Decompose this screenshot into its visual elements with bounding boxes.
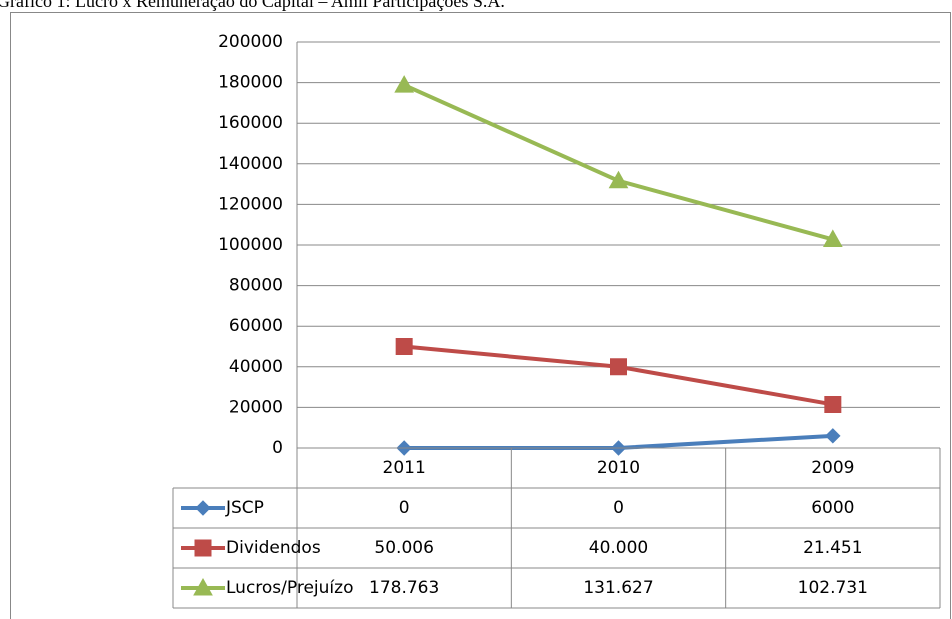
y-tick-label: 140000 (218, 154, 283, 174)
data-point (610, 358, 627, 376)
legend-label: Lucros/Prejuízo (226, 578, 353, 598)
table-cell: 6000 (811, 498, 854, 518)
x-tick-label: 2010 (597, 458, 640, 478)
chart-title: Gráfico 1: Lucro x Remuneração do Capita… (0, 0, 505, 11)
table-cell: 40.000 (589, 538, 648, 558)
data-point (824, 395, 842, 413)
table-cell: 21.451 (803, 538, 862, 558)
x-tick-label: 2009 (811, 458, 854, 478)
data-point (608, 170, 629, 189)
table-cell: 178.763 (369, 578, 439, 598)
y-tick-label: 0 (272, 438, 283, 458)
y-tick-label: 20000 (229, 397, 283, 417)
legend-marker (195, 500, 211, 516)
data-point (822, 229, 843, 247)
table-cell: 131.627 (583, 578, 653, 598)
table-cell: 0 (613, 498, 624, 518)
y-tick-label: 200000 (218, 32, 283, 52)
y-tick-label: 60000 (229, 316, 283, 336)
y-tick-label: 120000 (218, 194, 283, 214)
y-tick-label: 100000 (218, 235, 283, 255)
data-point (395, 337, 413, 355)
legend-marker (194, 539, 212, 557)
y-tick-label: 180000 (218, 73, 283, 93)
table-cell: 0 (399, 498, 410, 518)
table-cell: 102.731 (798, 578, 868, 598)
x-tick-label: 2011 (383, 458, 426, 478)
data-point (825, 428, 841, 444)
chart-frame (10, 12, 951, 619)
legend-label: Dividendos (226, 538, 321, 558)
y-tick-label: 160000 (218, 113, 283, 133)
data-point (394, 75, 415, 93)
y-tick-label: 80000 (229, 276, 283, 296)
legend-marker (193, 577, 213, 596)
y-tick-label: 40000 (229, 357, 283, 377)
table-cell: 50.006 (374, 538, 433, 558)
legend-label: JSCP (225, 498, 264, 518)
